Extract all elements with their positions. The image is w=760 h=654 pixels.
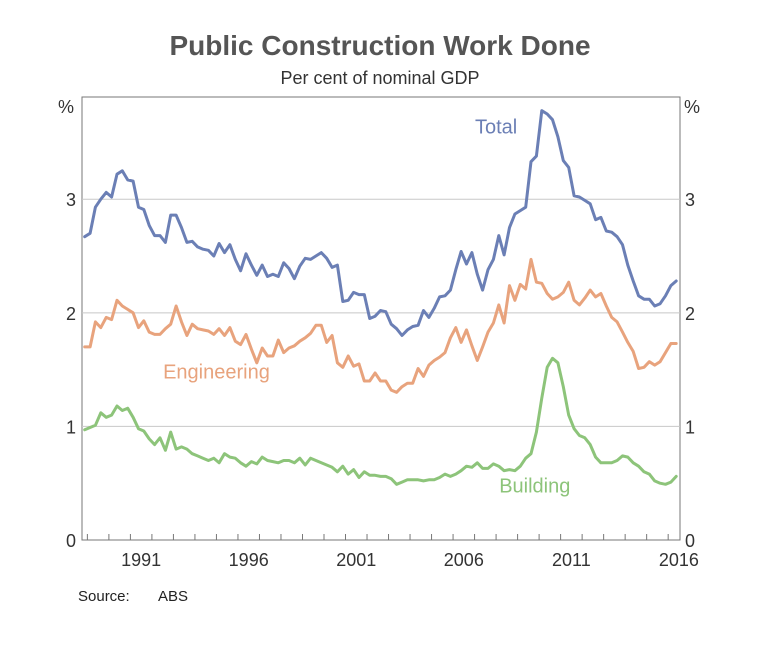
series-label-building: Building	[499, 475, 570, 497]
y-tick-label-right: 0	[685, 531, 695, 551]
chart-title: Public Construction Work Done	[169, 30, 591, 61]
x-tick-label: 1996	[229, 550, 269, 570]
source-label: Source:	[78, 588, 130, 605]
axis-ticks	[86, 534, 669, 540]
series-line-total	[83, 109, 678, 337]
x-tick-label: 2011	[552, 550, 591, 570]
y-tick-label-left: 0	[66, 531, 76, 551]
y-tick-label-right: 1	[685, 417, 695, 437]
y-tick-label-right: 3	[685, 190, 695, 210]
y-tick-label-left: 3	[66, 190, 76, 210]
series-lines	[83, 109, 678, 486]
axis-labels: 0 0 1 1 2 2 3 3 1991 1996 2001 2006 2011 2016 Total Eng…	[66, 116, 699, 570]
source-note: Source: ABS	[78, 588, 188, 605]
chart-subtitle: Per cent of nominal GDP	[280, 68, 480, 88]
source-value: ABS	[158, 588, 189, 605]
y-tick-label-left: 2	[66, 304, 76, 324]
series-line-engineering	[83, 257, 678, 394]
x-tick-label: 2006	[444, 550, 484, 570]
series-label-engineering: Engineering	[163, 362, 270, 384]
y-tick-label-right: 2	[685, 304, 695, 324]
series-line-building	[83, 356, 678, 486]
x-tick-label: 2001	[336, 550, 376, 570]
x-tick-label: 2016	[659, 550, 699, 570]
y-axis-unit-right: %	[684, 97, 700, 117]
grid-lines	[82, 198, 680, 427]
series-label-total: Total	[475, 116, 517, 138]
y-tick-label-left: 1	[66, 417, 76, 437]
y-axis-unit-left: %	[58, 97, 74, 117]
x-tick-label: 1991	[121, 550, 161, 570]
plot-frame	[81, 96, 681, 541]
